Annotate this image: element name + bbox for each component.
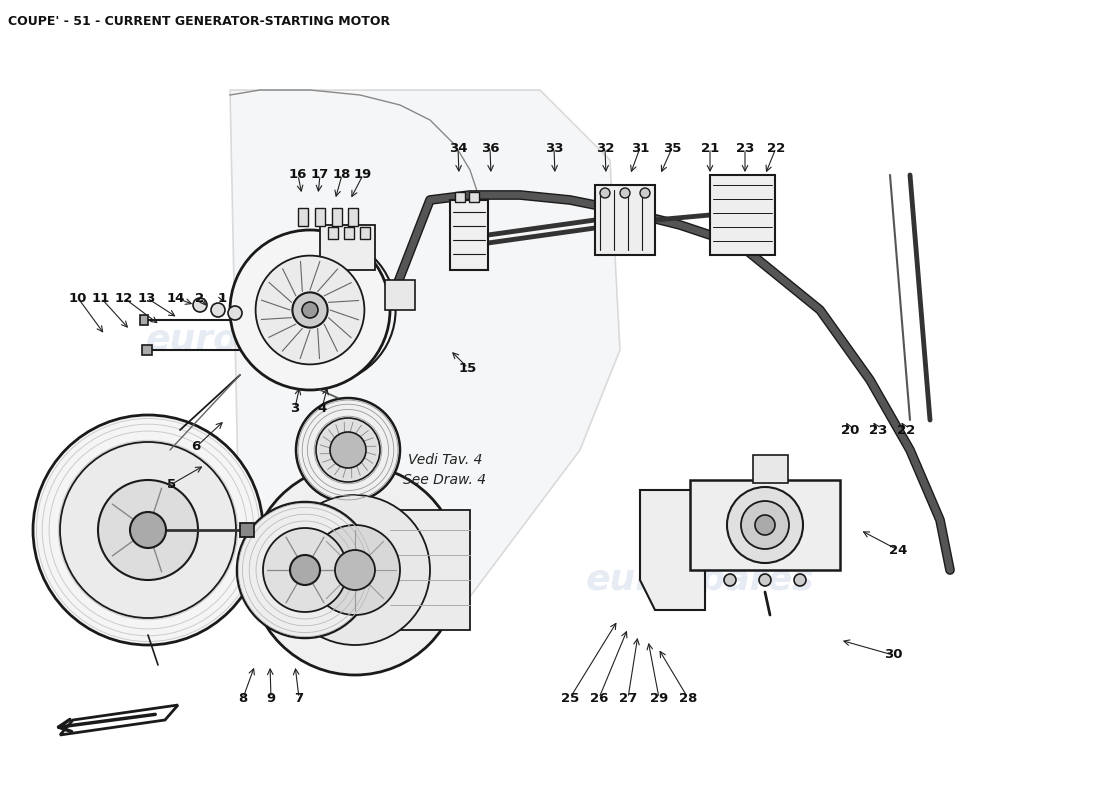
Text: 30: 30 — [883, 649, 902, 662]
Text: 19: 19 — [354, 169, 372, 182]
Circle shape — [336, 550, 375, 590]
Text: 17: 17 — [311, 169, 329, 182]
Circle shape — [192, 298, 207, 312]
Circle shape — [794, 574, 806, 586]
Circle shape — [130, 512, 166, 548]
Bar — [344, 227, 354, 239]
Text: 29: 29 — [650, 691, 668, 705]
Bar — [390, 510, 470, 630]
Bar — [298, 208, 308, 226]
Bar — [469, 192, 478, 202]
Text: 10: 10 — [69, 291, 87, 305]
Circle shape — [316, 418, 380, 482]
Bar — [754, 455, 788, 483]
Circle shape — [310, 525, 400, 615]
Circle shape — [236, 502, 373, 638]
Text: 15: 15 — [459, 362, 477, 374]
Bar — [595, 185, 654, 255]
Text: 31: 31 — [630, 142, 649, 154]
Circle shape — [263, 528, 346, 612]
Text: 27: 27 — [619, 691, 637, 705]
Circle shape — [724, 574, 736, 586]
Bar — [348, 208, 358, 226]
Circle shape — [33, 415, 263, 645]
Circle shape — [727, 487, 803, 563]
Polygon shape — [230, 90, 620, 670]
Bar — [710, 175, 776, 255]
Bar — [690, 480, 840, 570]
Text: eurospares: eurospares — [145, 323, 374, 357]
Circle shape — [759, 574, 771, 586]
Text: 16: 16 — [289, 169, 307, 182]
Circle shape — [741, 501, 789, 549]
Text: 12: 12 — [114, 291, 133, 305]
Text: 23: 23 — [736, 142, 755, 154]
Bar — [140, 315, 148, 325]
Text: 28: 28 — [679, 691, 697, 705]
Text: 1: 1 — [218, 291, 227, 305]
Text: COUPE' - 51 - CURRENT GENERATOR-STARTING MOTOR: COUPE' - 51 - CURRENT GENERATOR-STARTING… — [8, 15, 390, 28]
Text: 32: 32 — [596, 142, 614, 154]
Circle shape — [330, 432, 366, 468]
Circle shape — [280, 495, 430, 645]
Circle shape — [60, 442, 236, 618]
Bar — [360, 227, 370, 239]
Circle shape — [228, 306, 242, 320]
Text: 9: 9 — [266, 691, 276, 705]
Text: 25: 25 — [561, 691, 579, 705]
Text: 22: 22 — [767, 142, 785, 154]
Circle shape — [255, 256, 364, 365]
Text: 3: 3 — [290, 402, 299, 414]
Circle shape — [98, 480, 198, 580]
Polygon shape — [60, 705, 178, 735]
Circle shape — [250, 465, 460, 675]
Text: See Draw. 4: See Draw. 4 — [404, 473, 486, 487]
Text: 7: 7 — [295, 691, 304, 705]
Circle shape — [296, 398, 400, 502]
Circle shape — [211, 303, 226, 317]
Text: 33: 33 — [544, 142, 563, 154]
Bar — [240, 523, 254, 537]
Bar — [450, 200, 488, 270]
Text: 20: 20 — [840, 423, 859, 437]
Text: 35: 35 — [663, 142, 681, 154]
Bar — [315, 208, 324, 226]
Text: 21: 21 — [701, 142, 719, 154]
Text: 5: 5 — [167, 478, 177, 490]
Text: 24: 24 — [889, 543, 908, 557]
Text: Vedi Tav. 4: Vedi Tav. 4 — [408, 453, 482, 467]
Text: 23: 23 — [869, 423, 888, 437]
Text: 4: 4 — [318, 402, 327, 414]
Text: 34: 34 — [449, 142, 468, 154]
Circle shape — [230, 230, 390, 390]
Bar — [332, 208, 342, 226]
Circle shape — [640, 188, 650, 198]
Circle shape — [620, 188, 630, 198]
Text: eurospares: eurospares — [585, 563, 814, 597]
Bar — [455, 192, 465, 202]
Text: 14: 14 — [167, 291, 185, 305]
Circle shape — [600, 188, 610, 198]
Text: 13: 13 — [138, 291, 156, 305]
Text: 8: 8 — [239, 691, 248, 705]
Polygon shape — [640, 490, 705, 610]
Text: 36: 36 — [481, 142, 499, 154]
Text: 2: 2 — [196, 291, 205, 305]
Text: 22: 22 — [896, 423, 915, 437]
Circle shape — [293, 292, 328, 328]
Bar — [320, 225, 375, 270]
Circle shape — [290, 555, 320, 585]
Bar — [328, 227, 338, 239]
Circle shape — [755, 515, 775, 535]
Bar — [142, 345, 152, 355]
Bar — [385, 280, 415, 310]
Text: 6: 6 — [191, 441, 200, 454]
Text: 26: 26 — [590, 691, 608, 705]
Circle shape — [302, 302, 318, 318]
Text: 18: 18 — [333, 169, 351, 182]
Text: 11: 11 — [92, 291, 110, 305]
